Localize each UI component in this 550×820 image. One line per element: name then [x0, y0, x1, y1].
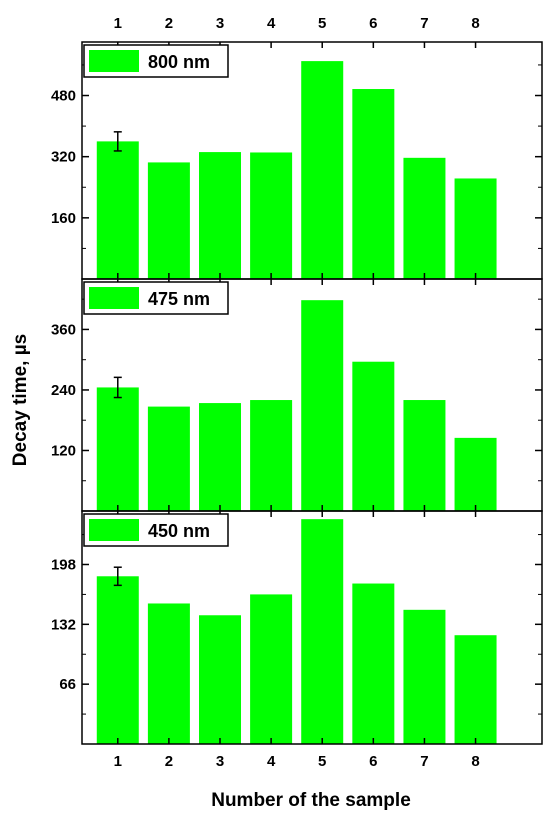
top-x-tick-labels: 1 2 3 4 5 6 7 8 — [114, 15, 480, 32]
error-bar — [113, 376, 122, 399]
x-top-tick-label: 3 — [216, 15, 224, 32]
legend: 475 nm — [83, 281, 229, 315]
legend-label: 450 nm — [148, 521, 210, 541]
y-tick-label: 66 — [59, 676, 76, 693]
x-tick-label: 5 — [318, 753, 326, 770]
panel-1: 160 320 480 800 nm — [51, 41, 543, 280]
x-tick-label: 8 — [471, 753, 479, 770]
y-tick-label: 360 — [51, 321, 76, 338]
legend: 800 nm — [83, 44, 229, 78]
bar-sample-7 — [403, 400, 446, 511]
x-top-tick-label: 7 — [420, 15, 428, 32]
bar-sample-3 — [199, 403, 241, 511]
bar-sample-5 — [301, 519, 344, 744]
legend-swatch — [89, 519, 139, 541]
y-tick-label: 120 — [51, 442, 76, 459]
bar-sample-4 — [250, 594, 293, 744]
x-top-tick-label: 1 — [114, 15, 122, 32]
x-top-tick-label: 8 — [471, 15, 479, 32]
x-top-tick-label: 5 — [318, 15, 326, 32]
bar-sample-8 — [454, 635, 497, 744]
bar-sample-7 — [403, 157, 446, 279]
panel-2: 120 240 360 475 nm — [51, 278, 543, 512]
legend-label: 475 nm — [148, 289, 210, 309]
x-top-tick-label: 2 — [165, 15, 173, 32]
x-tick-label: 4 — [267, 753, 276, 770]
legend-swatch — [89, 287, 139, 309]
bar-sample-1 — [96, 576, 139, 744]
bar-sample-3 — [199, 615, 241, 744]
legend-swatch — [89, 50, 139, 72]
bar-sample-8 — [454, 437, 497, 511]
x-tick-label: 1 — [114, 753, 122, 770]
bar-sample-5 — [301, 61, 344, 280]
bar-sample-5 — [301, 300, 344, 511]
y-tick-label: 160 — [51, 210, 76, 227]
chart-panels: 160 320 480 800 nm 120 240 360 475 nm 66 132 198 45… — [51, 41, 543, 745]
error-bar — [113, 566, 122, 587]
legend: 450 nm — [83, 513, 229, 547]
legend-label: 800 nm — [148, 52, 210, 72]
bar-sample-2 — [147, 603, 190, 744]
x-tick-label: 3 — [216, 753, 224, 770]
x-top-tick-label: 6 — [369, 15, 377, 32]
bar-sample-3 — [199, 152, 241, 279]
y-tick-label: 198 — [51, 556, 76, 573]
bottom-x-tick-labels: 1 2 3 4 5 6 7 8 — [114, 753, 480, 770]
bar-sample-1 — [96, 387, 139, 511]
panel-3: 66 132 198 450 nm — [51, 510, 543, 745]
bar-sample-2 — [147, 162, 190, 279]
x-tick-label: 7 — [420, 753, 428, 770]
x-axis-title: Number of the sample — [211, 790, 411, 811]
bar-sample-6 — [352, 583, 395, 744]
x-tick-label: 6 — [369, 753, 377, 770]
x-tick-label: 2 — [165, 753, 173, 770]
bar-sample-4 — [250, 152, 293, 279]
bar-sample-2 — [147, 406, 190, 511]
y-tick-label: 132 — [51, 616, 76, 633]
bar-sample-6 — [352, 89, 395, 280]
bar-sample-1 — [96, 141, 139, 279]
panel-frame — [81, 510, 543, 745]
y-tick-label: 240 — [51, 382, 76, 399]
y-tick-label: 320 — [51, 149, 76, 166]
bar-sample-8 — [454, 178, 497, 279]
y-axis-title: Decay time, µs — [10, 334, 31, 466]
y-tick-label: 480 — [51, 88, 76, 105]
x-top-tick-label: 4 — [267, 15, 276, 32]
bar-sample-4 — [250, 400, 293, 511]
error-bar — [113, 131, 122, 152]
bar-sample-6 — [352, 361, 395, 511]
bar-sample-7 — [403, 609, 446, 744]
